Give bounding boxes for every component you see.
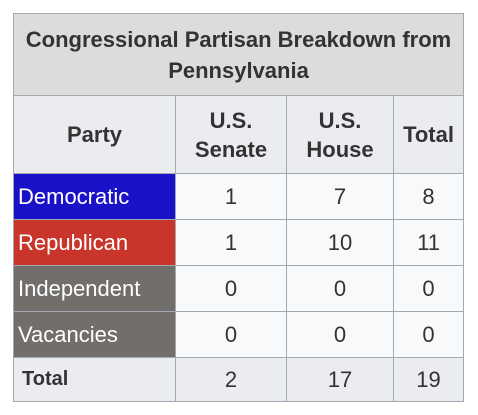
total-label: Total bbox=[13, 357, 176, 402]
table-row-democratic: Democratic 1 7 8 bbox=[13, 173, 465, 220]
table-caption: Congressional Partisan Breakdown from Pe… bbox=[12, 13, 465, 96]
total-senate: 2 bbox=[175, 357, 287, 402]
partisan-breakdown-table: Congressional Partisan Breakdown from Pe… bbox=[12, 13, 465, 402]
total-house: 17 bbox=[286, 357, 394, 402]
header-senate: U.S. Senate bbox=[175, 95, 287, 174]
total-cell: 11 bbox=[392, 219, 465, 266]
senate-cell: 0 bbox=[175, 265, 287, 312]
party-cell-democratic: Democratic bbox=[13, 173, 176, 220]
table-row-total: Total 2 17 19 bbox=[13, 357, 465, 402]
table-row-republican: Republican 1 10 11 bbox=[13, 219, 465, 266]
party-cell-independent: Independent bbox=[13, 265, 176, 312]
total-cell: 0 bbox=[392, 311, 465, 358]
house-cell: 10 bbox=[286, 219, 394, 266]
senate-cell: 1 bbox=[175, 173, 287, 220]
party-cell-republican: Republican bbox=[13, 219, 176, 266]
total-cell: 0 bbox=[392, 265, 465, 312]
party-cell-vacancies: Vacancies bbox=[13, 311, 176, 358]
house-cell: 7 bbox=[286, 173, 394, 220]
header-total: Total bbox=[392, 95, 465, 174]
table-row-independent: Independent 0 0 0 bbox=[13, 265, 465, 312]
senate-cell: 1 bbox=[175, 219, 287, 266]
senate-cell: 0 bbox=[175, 311, 287, 358]
house-cell: 0 bbox=[286, 311, 394, 358]
house-cell: 0 bbox=[286, 265, 394, 312]
total-cell: 8 bbox=[392, 173, 465, 220]
header-house: U.S. House bbox=[286, 95, 394, 174]
header-party: Party bbox=[13, 95, 176, 174]
total-total: 19 bbox=[392, 357, 465, 402]
table-row-vacancies: Vacancies 0 0 0 bbox=[13, 311, 465, 358]
